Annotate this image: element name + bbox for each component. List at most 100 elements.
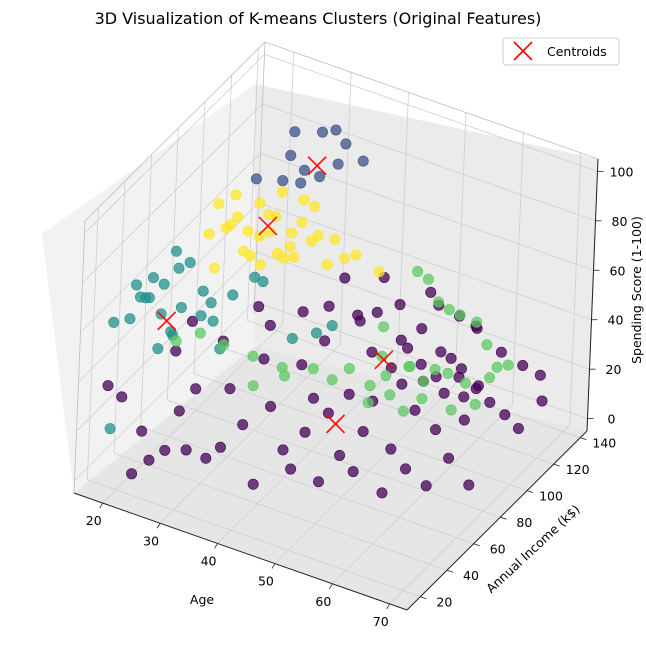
point-c3-24 xyxy=(194,327,206,339)
centroid-marker-1 xyxy=(307,156,327,176)
point-c2-2 xyxy=(158,278,170,290)
pane-edge-top-back xyxy=(264,41,599,160)
point-c0-29 xyxy=(400,463,412,475)
point-c0-39 xyxy=(319,335,331,347)
point-c0-15 xyxy=(277,444,289,456)
point-c2-24 xyxy=(104,423,116,435)
point-c2-27 xyxy=(310,327,322,339)
point-c3-17 xyxy=(443,304,455,316)
point-c4-28 xyxy=(321,259,333,271)
y-tick-label-1: 40 xyxy=(463,568,479,583)
z-tick-label-1: 20 xyxy=(606,362,622,377)
point-c3-22 xyxy=(247,350,259,362)
point-c0-59 xyxy=(512,423,524,435)
point-c0-19 xyxy=(313,476,325,488)
point-c0-37 xyxy=(458,414,470,426)
point-c1-10 xyxy=(289,126,301,138)
point-c0-14 xyxy=(265,400,277,412)
point-c3-25 xyxy=(170,335,182,347)
point-c4-29 xyxy=(338,252,350,264)
y-tick-label-3: 80 xyxy=(516,515,532,530)
point-c0-3 xyxy=(136,425,148,437)
point-c2-13 xyxy=(205,297,217,309)
point-c2-19 xyxy=(108,316,120,328)
point-c0-30 xyxy=(409,404,421,416)
x-tick-label-4: 60 xyxy=(315,594,331,609)
point-c0-41 xyxy=(297,306,309,318)
grid-x-wall-3 xyxy=(454,112,467,385)
y-tick-mark-1 xyxy=(446,569,454,573)
point-c3-3 xyxy=(326,374,338,386)
point-c2-7 xyxy=(124,313,136,325)
centroid-marker-3 xyxy=(374,350,394,370)
point-c4-20 xyxy=(237,245,249,257)
point-c0-76 xyxy=(495,346,507,358)
point-c3-8 xyxy=(418,375,430,387)
point-c0-42 xyxy=(264,319,276,331)
point-c2-1 xyxy=(147,272,159,284)
point-c0-33 xyxy=(430,424,442,436)
point-c3-28 xyxy=(362,397,374,409)
pane-back-right xyxy=(255,84,598,431)
z-tick-label-5: 100 xyxy=(610,164,634,179)
point-c1-4 xyxy=(314,171,326,183)
point-c0-9 xyxy=(200,452,212,464)
grid-z-back-5 xyxy=(264,53,598,172)
x-tick-label-2: 40 xyxy=(201,553,217,568)
grid-x-floor-5 xyxy=(389,424,571,605)
point-c0-77 xyxy=(536,395,548,407)
tick-labels: 2030405060702040608010012014002040608010… xyxy=(86,164,634,629)
legend: Centroids xyxy=(502,37,620,66)
point-c2-26 xyxy=(326,320,338,332)
point-c0-32 xyxy=(420,480,432,492)
point-c0-40 xyxy=(296,359,308,371)
z-axis-line xyxy=(586,158,599,432)
point-c2-14 xyxy=(152,343,164,355)
point-c2-21 xyxy=(227,289,239,301)
grid-z-left-0 xyxy=(74,301,255,481)
point-c0-12 xyxy=(237,419,249,431)
point-c3-14 xyxy=(481,339,493,351)
point-c4-30 xyxy=(373,266,385,278)
x-tick-label-1: 30 xyxy=(143,533,159,548)
point-c0-67 xyxy=(323,300,335,312)
grid-z-back-1 xyxy=(256,251,590,370)
point-c0-22 xyxy=(343,388,355,400)
point-c0-73 xyxy=(339,272,351,284)
point-c0-35 xyxy=(443,452,455,464)
point-c3-19 xyxy=(422,273,434,285)
point-c0-11 xyxy=(224,383,236,395)
grid-y-wall-5 xyxy=(220,75,233,348)
point-c2-16 xyxy=(195,310,207,322)
point-c4-27 xyxy=(305,235,317,247)
pane-floor xyxy=(74,346,587,610)
grid-y-floor-6 xyxy=(247,320,581,439)
point-c0-56 xyxy=(470,383,482,395)
x-tick-mark-3 xyxy=(271,563,276,569)
point-c3-5 xyxy=(364,379,376,391)
point-c1-0 xyxy=(250,173,262,185)
x-tick-label-3: 50 xyxy=(258,574,274,589)
point-c0-60 xyxy=(258,353,270,365)
point-c3-13 xyxy=(491,361,503,373)
point-c3-16 xyxy=(454,309,466,321)
point-c3-15 xyxy=(471,316,483,328)
point-c4-15 xyxy=(296,216,308,228)
y-tick-label-4: 100 xyxy=(539,489,563,504)
centroid-marker-4 xyxy=(258,216,278,236)
point-c3-35 xyxy=(378,321,390,333)
y-tick-label-0: 20 xyxy=(436,595,452,610)
point-c0-65 xyxy=(371,306,383,318)
point-c0-74 xyxy=(517,359,529,371)
point-c3-21 xyxy=(276,362,288,374)
point-c2-10 xyxy=(170,245,182,257)
grid-z-left-3 xyxy=(80,152,261,333)
point-c1-2 xyxy=(295,177,307,189)
point-c4-19 xyxy=(224,219,236,231)
point-c3-2 xyxy=(307,363,319,375)
point-c2-9 xyxy=(140,292,152,304)
point-c0-20 xyxy=(322,407,334,419)
y-tick-label-2: 60 xyxy=(490,542,506,557)
x-tick-mark-5 xyxy=(386,603,391,610)
